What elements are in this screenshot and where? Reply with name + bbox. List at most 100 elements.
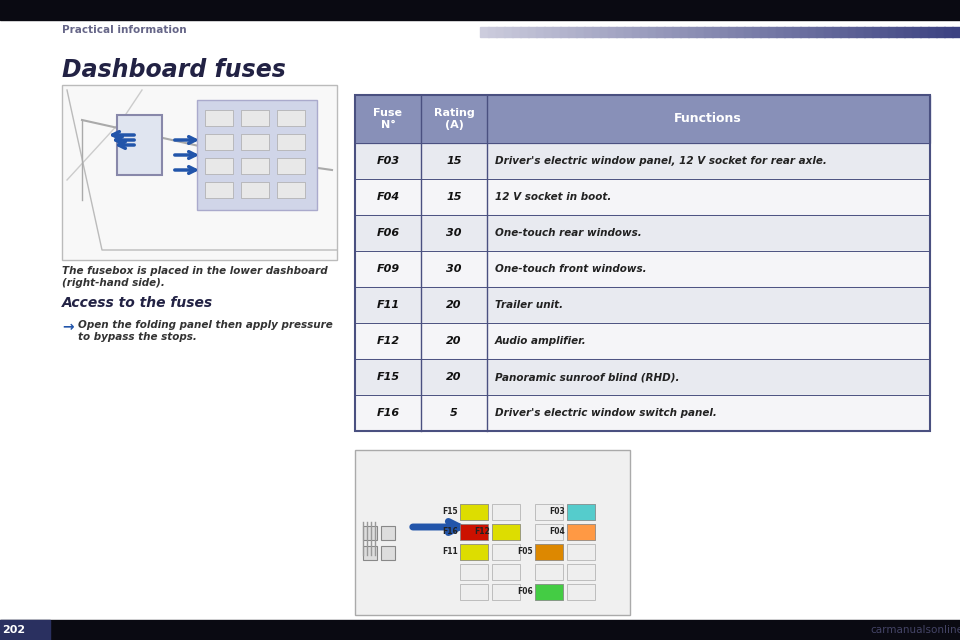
Text: 5: 5 (450, 408, 458, 418)
Text: 30: 30 (446, 228, 462, 238)
Bar (880, 27, 889, 37)
Bar (752, 27, 761, 37)
Bar (492, 524, 520, 540)
Bar (460, 544, 488, 560)
Bar (848, 27, 857, 37)
Text: Open the folding panel then apply pressure: Open the folding panel then apply pressu… (78, 320, 333, 330)
Bar (528, 27, 537, 37)
Bar (277, 110, 305, 126)
Bar (904, 27, 913, 37)
Bar (720, 27, 729, 37)
Bar (535, 584, 563, 600)
Bar (600, 27, 609, 37)
Bar (460, 584, 488, 600)
Bar (512, 27, 521, 37)
Bar (664, 27, 673, 37)
Text: F06: F06 (517, 588, 533, 596)
Bar (768, 27, 777, 37)
Bar (760, 27, 769, 37)
Bar (792, 27, 801, 37)
Bar (117, 115, 162, 175)
Bar (197, 100, 317, 210)
Text: Audio amplifier.: Audio amplifier. (495, 336, 587, 346)
Bar (488, 27, 497, 37)
Bar (460, 524, 488, 540)
Bar (355, 179, 930, 215)
Bar (648, 27, 657, 37)
Bar (363, 526, 377, 540)
Bar (355, 95, 930, 143)
Bar (744, 27, 753, 37)
Text: to bypass the stops.: to bypass the stops. (78, 332, 197, 342)
Text: Dashboard fuses: Dashboard fuses (62, 58, 286, 82)
Text: F15: F15 (443, 508, 458, 516)
Text: F12: F12 (376, 336, 399, 346)
Bar (241, 134, 269, 150)
Bar (840, 27, 849, 37)
Bar (544, 27, 553, 37)
Text: F03: F03 (376, 156, 399, 166)
Bar (460, 504, 488, 520)
Bar (808, 27, 817, 37)
Text: One-touch rear windows.: One-touch rear windows. (495, 228, 641, 238)
Text: 202: 202 (3, 625, 26, 635)
Text: One-touch front windows.: One-touch front windows. (495, 264, 647, 274)
Bar (536, 27, 545, 37)
Bar (688, 27, 697, 37)
Bar (492, 544, 520, 560)
Bar (712, 27, 721, 37)
Bar (460, 544, 488, 560)
Bar (856, 27, 865, 37)
Bar (535, 544, 563, 560)
Text: 20: 20 (446, 372, 462, 382)
Bar (355, 359, 930, 395)
Bar (460, 504, 488, 520)
Bar (912, 27, 921, 37)
Bar (864, 27, 873, 37)
Bar (241, 182, 269, 198)
Bar (704, 27, 713, 37)
Bar (552, 27, 561, 37)
Bar (492, 524, 520, 540)
Text: F06: F06 (376, 228, 399, 238)
Bar (872, 27, 881, 37)
Text: 20: 20 (446, 300, 462, 310)
Bar (277, 134, 305, 150)
Bar (728, 27, 737, 37)
Bar (504, 27, 513, 37)
Bar (355, 251, 930, 287)
Bar (592, 27, 601, 37)
Bar (480, 27, 489, 37)
Text: 12 V socket in boot.: 12 V socket in boot. (495, 192, 612, 202)
Bar (567, 504, 595, 520)
Bar (535, 504, 563, 520)
Bar (936, 27, 945, 37)
Bar (832, 27, 841, 37)
Text: Driver's electric window panel, 12 V socket for rear axle.: Driver's electric window panel, 12 V soc… (495, 156, 827, 166)
Text: F04: F04 (376, 192, 399, 202)
Bar (952, 27, 960, 37)
Text: Panoramic sunroof blind (RHD).: Panoramic sunroof blind (RHD). (495, 372, 680, 382)
Text: carmanualsonline.info: carmanualsonline.info (870, 625, 960, 635)
Bar (624, 27, 633, 37)
Bar (567, 524, 595, 540)
Text: F09: F09 (376, 264, 399, 274)
Text: Practical information: Practical information (62, 25, 186, 35)
Bar (567, 564, 595, 580)
Bar (616, 27, 625, 37)
Bar (205, 158, 233, 174)
Text: 20: 20 (446, 336, 462, 346)
Bar (355, 323, 930, 359)
Bar (381, 546, 395, 560)
Bar (0, 620, 960, 640)
Bar (241, 110, 269, 126)
Bar (492, 564, 520, 580)
Text: F16: F16 (443, 527, 458, 536)
Bar (205, 134, 233, 150)
Bar (632, 27, 641, 37)
Text: Trailer unit.: Trailer unit. (495, 300, 564, 310)
Text: Rating
(A): Rating (A) (434, 108, 474, 130)
Bar (567, 504, 595, 520)
Bar (355, 215, 930, 251)
Bar (535, 584, 563, 600)
